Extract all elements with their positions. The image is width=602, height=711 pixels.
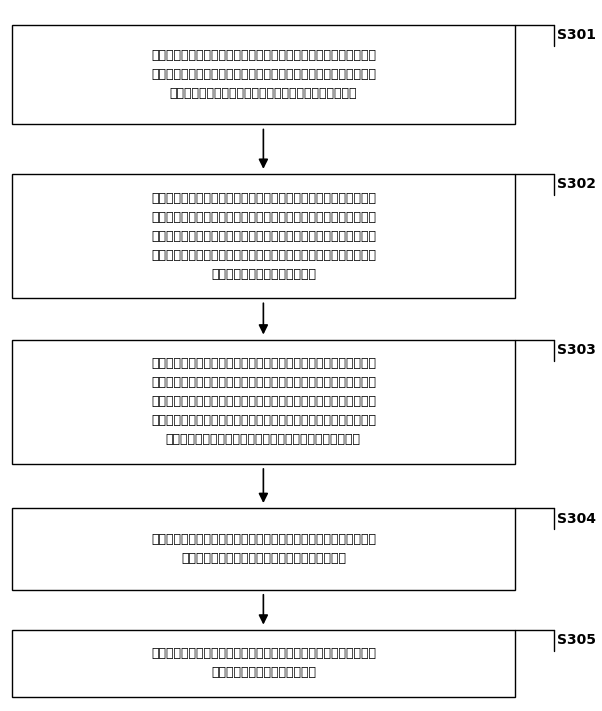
Text: 在确定所述待识别对象为活体后，提示所述待识别对象认证通过，并
为所述待识别对象开放登录权限: 在确定所述待识别对象为活体后，提示所述待识别对象认证通过，并 为所述待识别对象开…: [151, 647, 376, 680]
Text: S301: S301: [557, 28, 596, 43]
FancyBboxPatch shape: [12, 340, 515, 464]
Text: 在预设的数据采集时间内，改变检测屏幕的显示内容，同时以相同的
预设帧率分别获取待识别对象的多张眼部图像及所述检测屏幕的多张
显示内容图像，其中，所述眼部图像为校: 在预设的数据采集时间内，改变检测屏幕的显示内容，同时以相同的 预设帧率分别获取待…: [151, 49, 376, 100]
Text: S303: S303: [557, 343, 596, 357]
FancyBboxPatch shape: [12, 25, 515, 124]
Text: 将获取到的每一张显示内容图像输入至预先训练好的时序神经网络模
型，得到每一张显示内容图像对应的显示内容特征向量，按照每个显
示内容特征向量对应的采集时间顺序，将: 将获取到的每一张显示内容图像输入至预先训练好的时序神经网络模 型，得到每一张显示…: [151, 357, 376, 447]
Text: S302: S302: [557, 177, 596, 191]
Text: S304: S304: [557, 512, 596, 525]
FancyBboxPatch shape: [12, 173, 515, 299]
Text: S305: S305: [557, 633, 596, 647]
Text: 判断所述第一变化特征向量与所述第二变化特征向量对应的变化过程
是否一致，若一致，则确定所述待识别对象为活体: 判断所述第一变化特征向量与所述第二变化特征向量对应的变化过程 是否一致，若一致，…: [151, 533, 376, 565]
FancyBboxPatch shape: [12, 508, 515, 590]
FancyBboxPatch shape: [12, 630, 515, 697]
Text: 将获取到的每一张眼部图像输入至预先训练好的时序神经网络模型，
得到每一张眼部图像对应的眼部特征向量，按照每个眼部特征向量对
应的采集时间顺序，将多个眼部特征向量: 将获取到的每一张眼部图像输入至预先训练好的时序神经网络模型， 得到每一张眼部图像…: [151, 191, 376, 281]
